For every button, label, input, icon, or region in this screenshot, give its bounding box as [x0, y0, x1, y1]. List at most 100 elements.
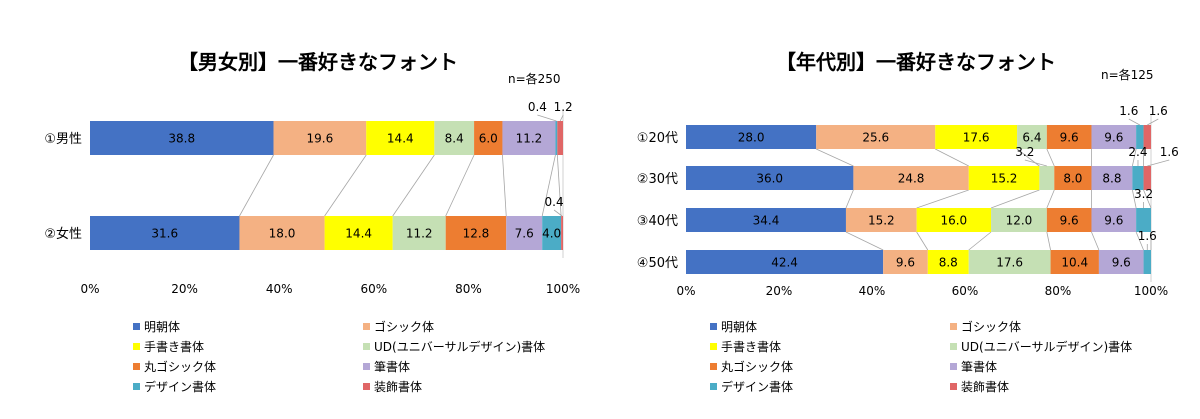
bar-segment — [474, 121, 503, 155]
callout-leader-line — [559, 114, 564, 122]
chart-title: 【男女別】一番好きなフォント — [178, 50, 458, 74]
category-label: ②30代 — [637, 172, 678, 187]
legend-swatch — [363, 363, 370, 370]
legend-label: 手書き書体 — [144, 340, 205, 354]
series-connector-line — [1091, 231, 1100, 251]
category-label: ④50代 — [637, 256, 678, 271]
data-label: 6.0 — [479, 132, 498, 146]
legend-item: 筆書体 — [363, 358, 410, 375]
chart-panel-gender: 【男女別】一番好きなフォント n=各250 38.8 19.6 14.4 8.4 6.0… — [44, 50, 580, 395]
legend-item: 明朝体 — [710, 318, 757, 335]
data-label: 16.0 — [940, 214, 967, 228]
data-label-callout: 1.6 — [1160, 145, 1179, 159]
bar-segment — [366, 121, 435, 155]
stacked-bar-chart-age: 28.0 25.6 17.6 6.4 9.6 9.6 ①20代 36.0 24.8 15.2 8.0… — [637, 104, 1179, 298]
x-tick-label: 80% — [455, 282, 482, 296]
series-connector-line — [935, 148, 969, 167]
bar-segment — [1054, 166, 1092, 190]
series-connector-line — [1046, 231, 1051, 251]
bar-segment — [542, 216, 562, 250]
data-label: 38.8 — [168, 132, 195, 146]
series-connector-line — [1132, 148, 1137, 167]
data-label-callout: 2.4 — [1128, 145, 1147, 159]
data-label: 8.8 — [1102, 172, 1121, 186]
bar-segment — [555, 121, 558, 155]
bar-segment — [434, 121, 475, 155]
legend-label: 筆書体 — [961, 360, 998, 374]
legend-swatch — [710, 323, 717, 330]
x-tick-label: 40% — [859, 284, 886, 298]
x-tick-label: 80% — [1045, 284, 1072, 298]
callout-leader-line — [553, 209, 563, 217]
bar-segment — [1098, 250, 1144, 274]
bar-segment — [1143, 166, 1151, 190]
data-label: 9.6 — [1104, 131, 1123, 145]
legend-swatch — [950, 323, 957, 330]
bar-segment — [1132, 166, 1144, 190]
legend-item: 丸ゴシック体 — [133, 358, 216, 375]
legend-swatch — [710, 383, 717, 390]
legend-label: デザイン書体 — [144, 380, 217, 394]
data-label: 9.6 — [1060, 214, 1079, 228]
series-connector-line — [816, 148, 854, 167]
bar-segment — [239, 216, 325, 250]
legend-item: 明朝体 — [133, 318, 180, 335]
data-label-callout: 1.6 — [1119, 104, 1138, 118]
data-label: 25.6 — [862, 131, 889, 145]
legend-item: デザイン書体 — [133, 378, 216, 395]
series-connector-line — [916, 189, 969, 209]
series-connector-line — [502, 154, 507, 217]
data-label: 9.6 — [1112, 256, 1131, 270]
data-label: 36.0 — [756, 172, 783, 186]
data-label: 28.0 — [738, 131, 765, 145]
legend-label: 装飾書体 — [961, 380, 1010, 394]
bar-segment — [991, 208, 1047, 232]
series-connector-line — [845, 231, 884, 251]
legend-swatch — [710, 343, 717, 350]
data-label-callout: 1.2 — [554, 100, 573, 114]
bar-segment — [883, 250, 928, 274]
x-tick-label: 0% — [80, 282, 99, 296]
callout-leader-line — [1147, 118, 1159, 126]
legend-item: 手書き書体 — [133, 338, 204, 355]
bar-segment — [968, 250, 1051, 274]
x-tick-label: 60% — [952, 284, 979, 298]
series-connector-line — [392, 154, 435, 217]
legend-swatch — [950, 363, 957, 370]
callout-leader-line — [1147, 159, 1170, 167]
series-connector-line — [324, 154, 367, 217]
bar-segment — [324, 216, 393, 250]
bar-segment — [1143, 250, 1151, 274]
data-label: 12.0 — [1006, 214, 1033, 228]
legend-swatch — [710, 363, 717, 370]
bar-segment — [845, 208, 917, 232]
legend-item: デザイン書体 — [710, 378, 793, 395]
data-label: 17.6 — [996, 256, 1023, 270]
series-connector-line — [541, 154, 556, 217]
legend-label: 明朝体 — [721, 320, 758, 334]
sample-size-note: n=各125 — [1101, 68, 1154, 82]
bar-segment — [1091, 208, 1137, 232]
bar-segment — [686, 125, 817, 149]
x-tick-label: 60% — [360, 282, 387, 296]
data-label-callout: 3.2 — [1134, 187, 1153, 201]
legend-swatch — [133, 383, 140, 390]
data-label: 24.8 — [898, 172, 925, 186]
legend-label: 手書き書体 — [721, 340, 782, 354]
category-label: ②女性 — [44, 226, 82, 242]
bar-segment — [686, 166, 854, 190]
category-label: ③40代 — [637, 214, 678, 229]
data-label: 9.6 — [1060, 131, 1079, 145]
legend-label: 丸ゴシック体 — [144, 360, 217, 374]
legend-label: 筆書体 — [374, 360, 411, 374]
data-label: 19.6 — [307, 132, 334, 146]
data-label: 7.6 — [515, 227, 534, 241]
data-label-callout: 1.6 — [1149, 104, 1168, 118]
data-label: 18.0 — [269, 227, 296, 241]
data-label: 8.4 — [445, 132, 464, 146]
chart-panel-age: 【年代別】一番好きなフォント n=各125 28.0 25.6 17.6 6.4 9.6… — [600, 0, 1200, 419]
bar-segment — [1039, 166, 1055, 190]
data-label: 12.8 — [463, 227, 490, 241]
bar-segment — [90, 216, 240, 250]
bar-segment — [445, 216, 507, 250]
